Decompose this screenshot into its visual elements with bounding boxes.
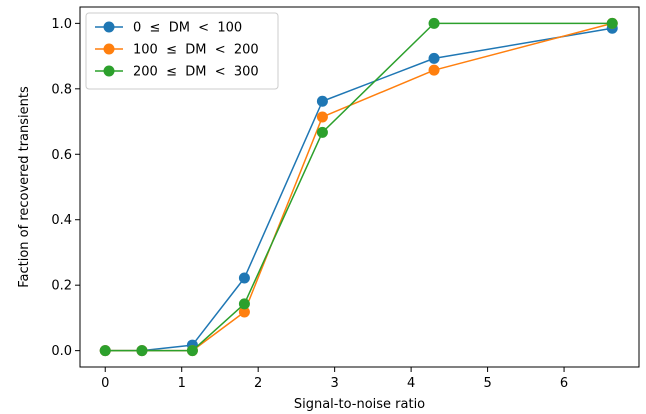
x-tick-label: 4 [407,376,415,391]
x-tick-label: 0 [101,376,109,391]
data-point [316,95,328,107]
legend-item: 200 ≤ DM < 300 [95,65,259,80]
data-point [316,126,328,138]
y-tick-label: 1.0 [51,17,72,32]
data-point [238,306,250,318]
data-point [186,345,198,357]
y-axis-label: Faction of recovered transients [17,86,32,288]
legend-label: 100 ≤ DM < 200 [133,43,259,58]
plot-frame [79,6,640,368]
data-point [428,17,440,29]
data-point [316,111,328,123]
legend-item: 100 ≤ DM < 200 [95,43,259,58]
x-tick-label: 5 [483,376,491,391]
legend-marker [103,43,115,55]
x-tick-label: 2 [254,376,262,391]
x-axis-ticks: 0 1 2 3 4 5 6 [101,367,568,391]
y-axis-ticks: 0.0 0.2 0.4 0.6 0.8 1.0 [51,17,80,359]
legend-box [85,12,279,90]
legend-marker [103,21,115,33]
legend-marker [103,65,115,77]
x-axis-label: Signal-to-noise ratio [294,397,425,412]
data-point [136,345,148,357]
series-layer [99,17,618,357]
legend-label: 0 ≤ DM < 100 [133,21,242,36]
data-point [238,298,250,310]
legend: 0 ≤ DM < 100 100 ≤ DM < 200 200 ≤ DM < 300 [85,12,279,90]
x-tick-label: 1 [178,376,186,391]
data-point [606,17,618,29]
data-point [238,272,250,284]
y-tick-label: 0.4 [51,213,72,228]
data-point [99,345,111,357]
y-tick-label: 0.8 [51,82,72,97]
x-tick-label: 6 [560,376,568,391]
y-tick-label: 0.6 [51,148,72,163]
y-tick-label: 0.0 [51,344,72,359]
y-tick-label: 0.2 [51,279,72,294]
data-point [428,64,440,76]
legend-item: 0 ≤ DM < 100 [95,21,242,36]
legend-label: 200 ≤ DM < 300 [133,65,259,80]
x-tick-label: 3 [331,376,339,391]
data-point [428,52,440,64]
series-2 [99,17,618,357]
